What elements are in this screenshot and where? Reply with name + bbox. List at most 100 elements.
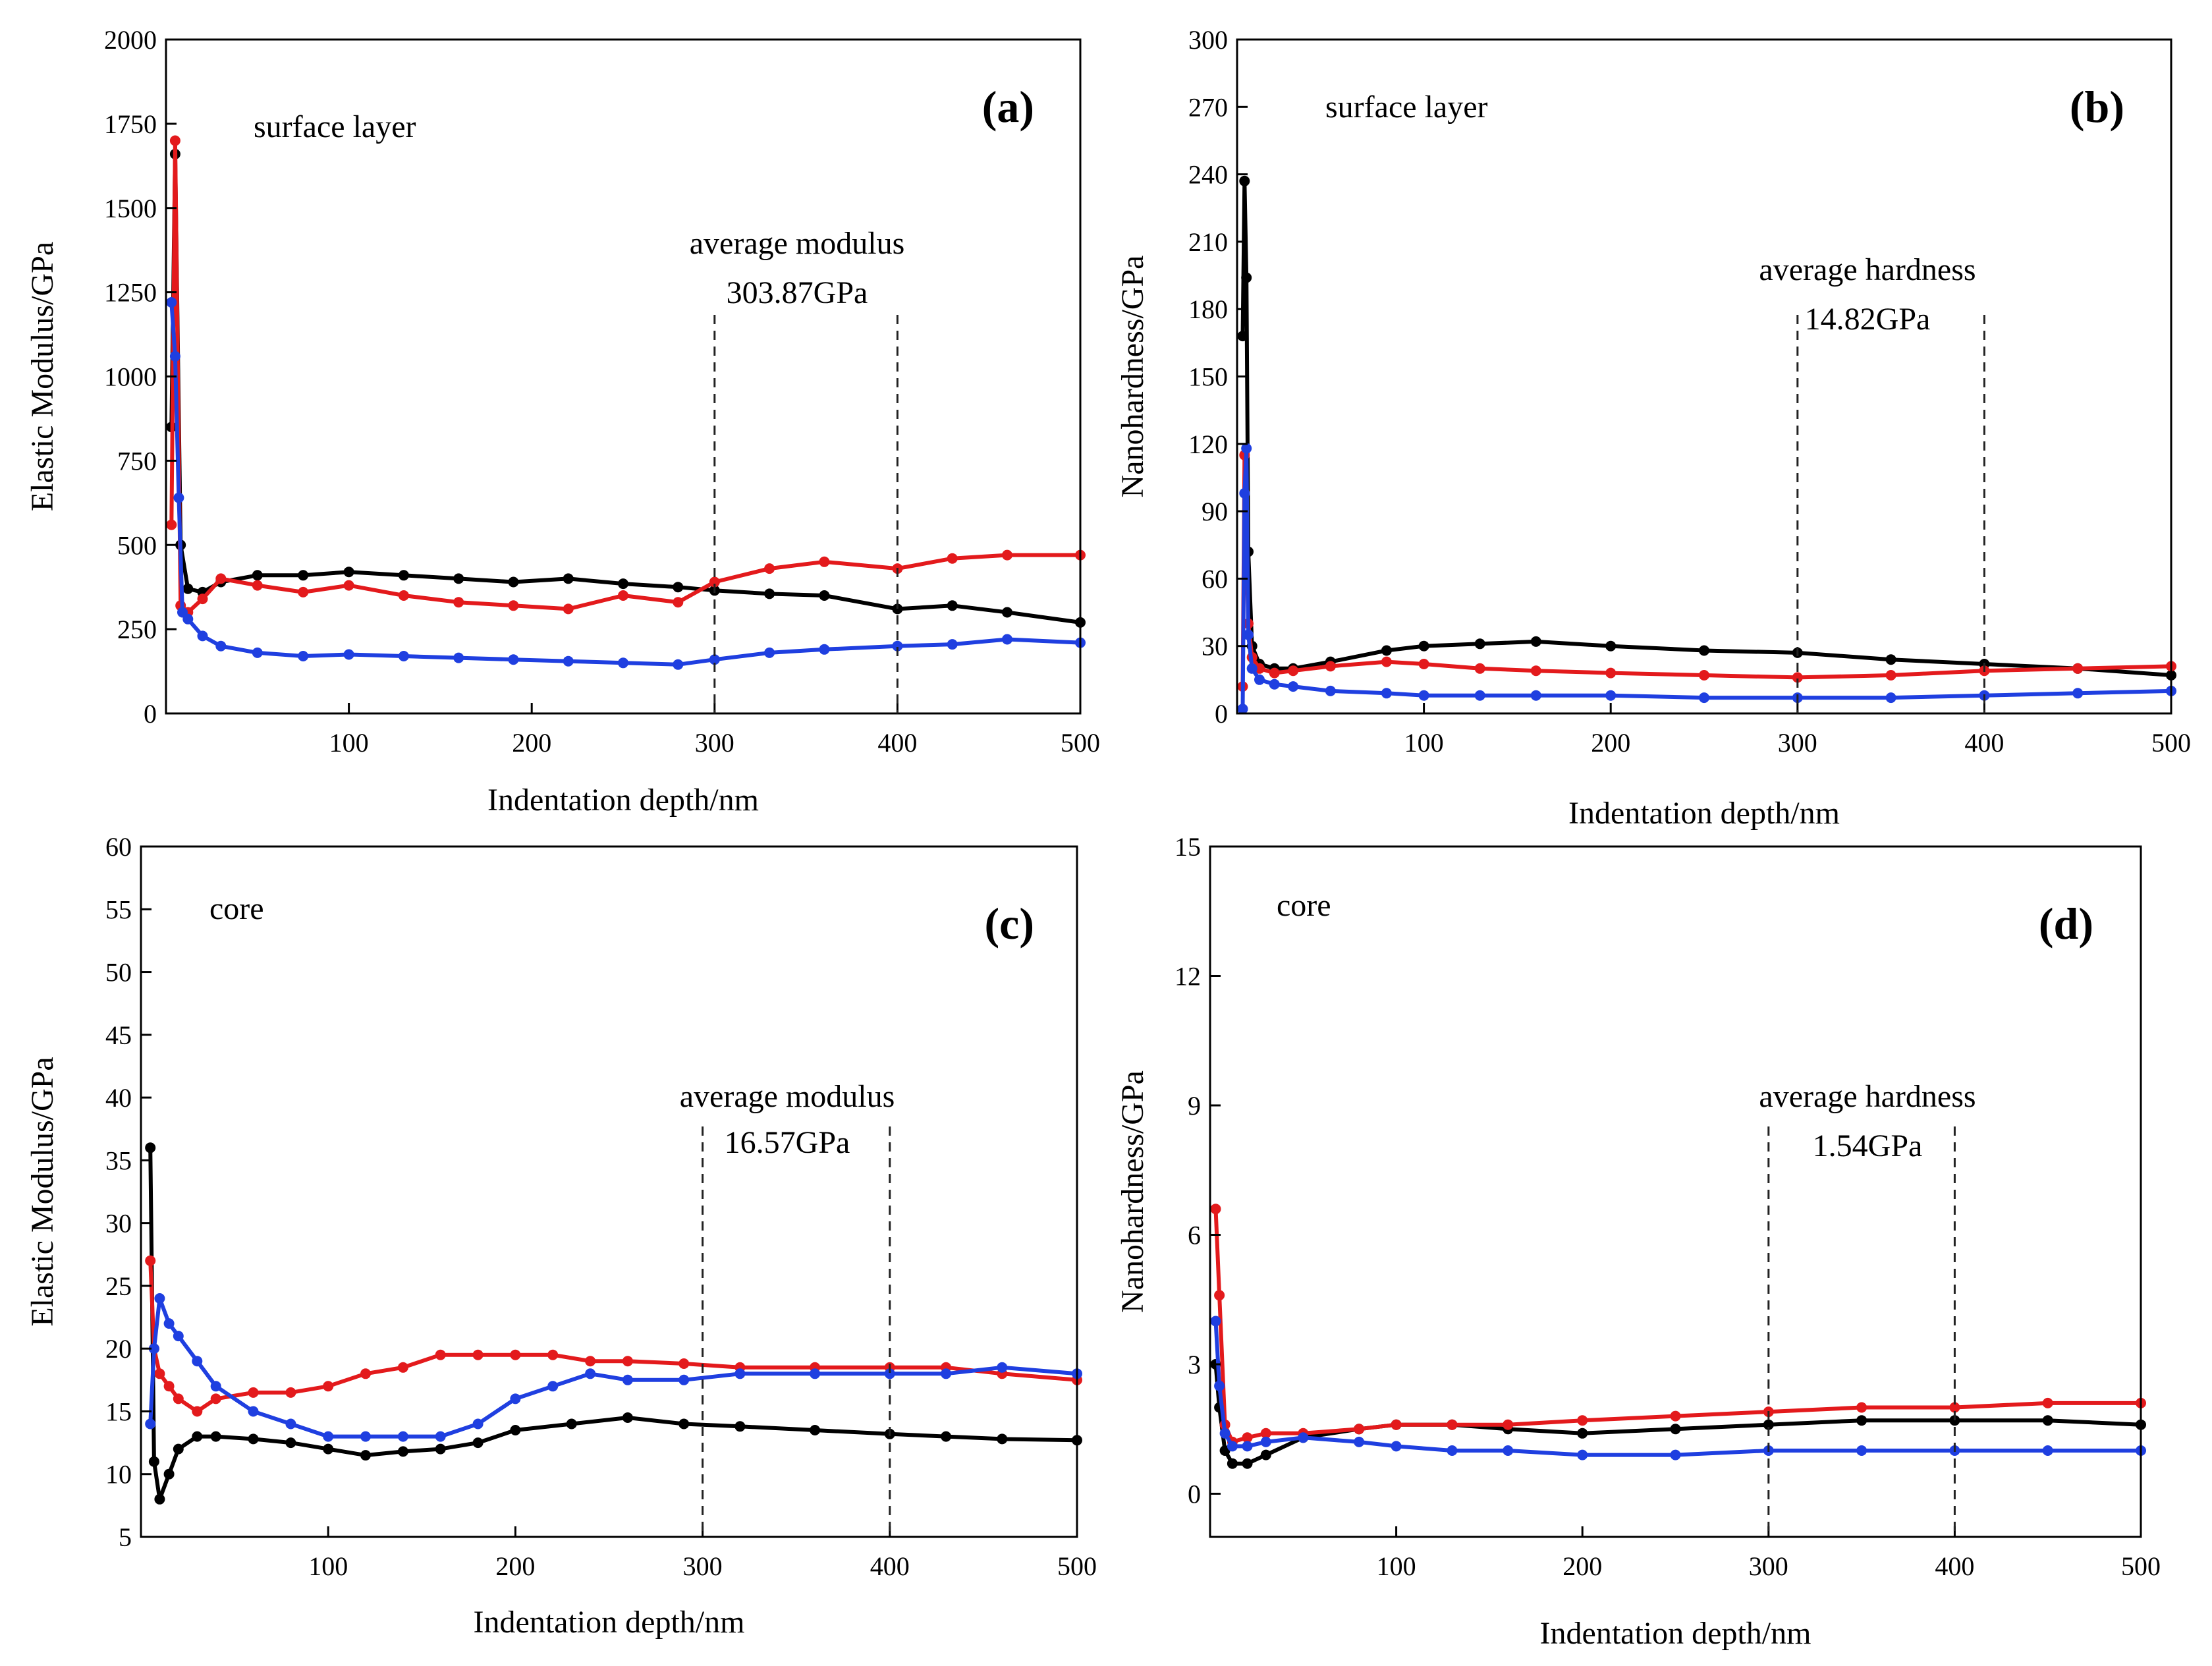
data-point-black — [819, 590, 830, 601]
y-tick-label: 55 — [105, 895, 132, 924]
data-point-black — [192, 1431, 203, 1442]
data-point-blue — [1243, 629, 1254, 640]
data-point-red — [622, 1356, 633, 1367]
data-point-blue — [622, 1374, 633, 1385]
data-point-blue — [1288, 681, 1299, 692]
data-point-red — [145, 1255, 156, 1266]
average-annotation-title: average hardness — [1759, 1079, 1976, 1114]
y-tick-label: 1000 — [104, 362, 157, 392]
data-point-blue — [453, 652, 464, 663]
data-point-blue — [947, 639, 958, 650]
y-tick-label: 1250 — [104, 278, 157, 308]
data-point-red — [166, 519, 177, 530]
data-point-blue — [678, 1374, 690, 1385]
panel-tag: (b) — [2070, 82, 2124, 132]
data-point-blue — [547, 1381, 559, 1392]
data-point-blue — [618, 657, 628, 669]
data-point-blue — [1227, 1441, 1238, 1452]
x-tick-label: 500 — [1057, 1551, 1097, 1581]
data-point-blue — [1354, 1436, 1365, 1447]
data-point-blue — [1214, 1380, 1225, 1391]
y-tick-label: 60 — [1202, 564, 1228, 594]
data-point-black — [1002, 607, 1012, 618]
data-point-blue — [1381, 688, 1392, 699]
data-point-blue — [298, 651, 309, 661]
y-tick-label: 120 — [1188, 430, 1228, 459]
data-point-red — [1354, 1424, 1365, 1435]
y-tick-label: 6 — [1188, 1221, 1201, 1250]
panel-tag: (d) — [2039, 899, 2093, 949]
data-point-black — [810, 1425, 821, 1435]
data-point-black — [673, 582, 684, 593]
y-tick-label: 30 — [1202, 632, 1228, 661]
average-annotation-value: 303.87GPa — [727, 275, 868, 310]
data-point-black — [1227, 1458, 1238, 1469]
y-tick-label: 270 — [1188, 92, 1228, 122]
data-point-red — [1242, 1432, 1253, 1443]
data-point-blue — [585, 1368, 596, 1379]
data-point-black — [154, 1493, 165, 1505]
data-point-red — [510, 1349, 521, 1360]
data-point-red — [547, 1349, 559, 1360]
data-point-red — [360, 1368, 371, 1379]
data-point-red — [1699, 670, 1709, 680]
x-tick-label: 300 — [695, 728, 734, 758]
average-annotation-title: average hardness — [1759, 252, 1976, 287]
data-point-blue — [2042, 1445, 2053, 1456]
data-point-red — [472, 1349, 484, 1360]
data-point-blue — [1503, 1445, 1514, 1456]
data-point-black — [618, 578, 628, 590]
y-tick-label: 60 — [105, 832, 132, 862]
data-point-blue — [173, 1331, 184, 1342]
data-point-black — [252, 570, 263, 581]
x-tick-label: 500 — [2151, 728, 2191, 758]
data-point-red — [2072, 663, 2084, 674]
series-line-blue — [169, 302, 1081, 667]
panel-d: 100 200 300 400 500 0 3 6 9 12 15 Indentation depth… — [1115, 832, 2161, 1651]
data-point-red — [1381, 656, 1392, 667]
data-point-blue — [2072, 688, 2084, 699]
data-point-red — [1474, 663, 1485, 674]
data-point-blue — [248, 1406, 259, 1417]
data-point-black — [566, 1418, 577, 1430]
y-axis-label: Elastic Modulus/GPa — [25, 1057, 60, 1326]
y-axis-label: Nanohardness/GPa — [1115, 1070, 1150, 1313]
data-point-red — [1391, 1419, 1402, 1430]
panel-b: 100 200 300 400 500 0 30 60 90 120 150 180 210 240 270… — [1115, 25, 2191, 831]
data-point-red — [1002, 549, 1012, 561]
data-point-black — [734, 1421, 746, 1432]
data-point-red — [1210, 1204, 1221, 1215]
y-tick-label: 210 — [1188, 227, 1228, 257]
data-point-red — [563, 603, 574, 615]
data-point-blue — [941, 1368, 952, 1379]
data-point-blue — [360, 1431, 371, 1442]
data-point-black — [145, 1142, 156, 1153]
x-tick-label: 400 — [1964, 728, 2004, 758]
x-tick-label: 400 — [877, 728, 917, 758]
data-point-red — [1214, 1290, 1225, 1301]
series-line-blue — [1240, 446, 2172, 709]
x-tick-label: 200 — [1591, 728, 1630, 758]
data-point-blue — [997, 1362, 1008, 1373]
data-point-red — [248, 1387, 259, 1398]
data-point-blue — [182, 613, 194, 625]
y-tick-label: 45 — [105, 1020, 132, 1050]
y-tick-label: 500 — [117, 530, 157, 560]
y-tick-label: 12 — [1175, 962, 1201, 991]
x-tick-label: 300 — [1749, 1551, 1788, 1581]
data-point-blue — [1418, 690, 1429, 701]
data-point-black — [510, 1425, 521, 1435]
data-point-blue — [1325, 685, 1336, 696]
x-tick-label: 500 — [1061, 728, 1100, 758]
data-point-red — [252, 580, 263, 591]
data-point-black — [1239, 175, 1250, 186]
data-point-black — [343, 567, 354, 578]
data-point-black — [941, 1431, 952, 1442]
data-point-blue — [435, 1431, 446, 1442]
data-point-blue — [1577, 1449, 1588, 1460]
data-point-blue — [1237, 704, 1248, 715]
data-point-black — [1474, 638, 1485, 650]
data-point-blue — [323, 1431, 334, 1442]
data-point-blue — [472, 1418, 484, 1430]
